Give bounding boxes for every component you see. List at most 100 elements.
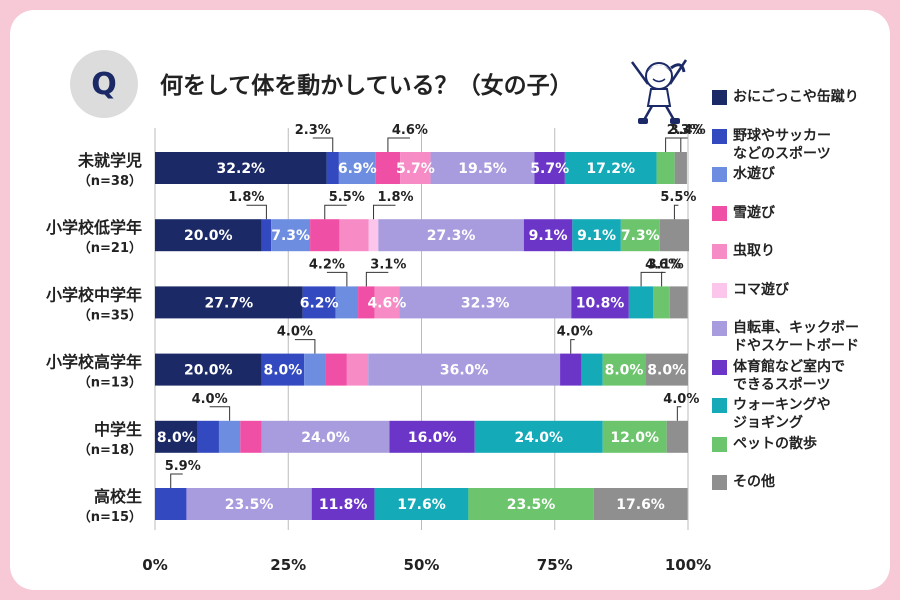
category-label: 未就学児 [77,151,142,170]
bar-segment [653,286,670,319]
bar-value-label: 5.7% [530,161,569,177]
callout-leader [326,271,348,287]
callout-label: 5.5% [329,190,365,205]
category-label: 高校生 [94,487,142,506]
bar-value-label: 8.0% [264,363,303,379]
callout-leader [170,473,183,488]
callout-label: 1.8% [228,190,264,205]
callout-label: 4.0% [277,325,313,340]
bar-value-label: 8.0% [647,363,686,379]
q-badge-letter: Q [91,66,117,102]
callout-leader [312,137,334,152]
callout-leader [640,271,664,287]
bar-segment [304,353,326,386]
bar-segment [261,420,390,453]
bar-segment [564,152,657,184]
bar-segment [338,152,376,184]
bar-value-label: 8.0% [157,430,196,446]
callout-label: 2.3% [295,123,331,138]
bar-segment [389,420,475,453]
callout-leader [294,339,316,354]
callout-label: 2.3% [667,123,703,138]
callout-label: 3.1% [648,257,684,272]
legend: おにごっこや缶蹴り野球やサッカー などのスポーツ 水遊び 雪遊び虫取りコマ遊び自転車… [712,88,892,512]
legend-swatch [712,128,727,144]
legend-label: 虫取り [733,243,775,259]
legend-swatch [712,321,727,336]
callout-label: 4.0% [192,392,228,407]
bar-segment [339,219,369,252]
legend-label: コマ遊び [733,281,789,298]
bar-segment [261,219,272,252]
bar-segment [523,219,573,252]
category-n-label: （n=38） [78,173,142,189]
bar-value-label: 17.6% [397,497,446,513]
callout-leader [387,137,410,152]
legend-swatch [712,244,727,259]
bar-segment [378,219,524,252]
legend-item: コマ遊び [712,281,892,320]
bar-value-label: 23.5% [225,497,274,513]
bar-value-label: 20.0% [184,363,233,379]
callout-label: 3.4% [670,123,706,138]
callout-leader [676,406,682,421]
bar-segment [399,286,572,319]
bar-segment [271,219,311,252]
callout-label: 4.6% [645,257,681,272]
legend-label: 自転車、キックボー ドやスケートボード [733,320,859,354]
bar-segment [155,353,262,386]
bar-segment [310,219,340,252]
bar-segment [593,488,688,520]
bar-segment [620,219,660,252]
bar-segment [368,353,561,386]
legend-item: 野球やサッカー などのスポーツ [712,127,892,166]
legend-label: 野球やサッカー などのスポーツ [733,127,831,162]
legend-item: 自転車、キックボー ドやスケートボード [712,319,892,358]
bar-value-label: 27.3% [427,228,476,244]
callout-label: 4.2% [309,257,345,272]
bar-segment [155,219,262,252]
legend-item: 虫取り [712,242,892,281]
bar-segment [155,420,198,453]
bar-value-label: 6.9% [338,161,377,177]
bar-segment [628,286,654,319]
bar-segment [474,420,603,453]
bar-segment [468,488,594,520]
callout-label: 5.5% [660,190,696,205]
legend-item: 体育館など室内で できるスポーツ [712,358,892,397]
category-label: 小学校中学年 [46,285,142,304]
callout-leader [680,137,685,152]
category-label: 小学校低学年 [46,218,142,237]
callout-label: 3.1% [370,257,406,272]
x-tick-label: 50% [404,556,440,574]
bar-segment [602,420,667,453]
legend-label: おにごっこや缶蹴り [733,89,859,105]
callout-label: 4.6% [392,123,428,138]
category-n-label: （n=13） [78,375,142,391]
legend-label: ウォーキングや ジョギング [733,397,831,431]
x-tick-label: 0% [142,556,167,574]
bar-value-label: 7.3% [621,228,660,244]
legend-label: 体育館など室内で できるスポーツ [733,358,845,393]
bar-segment [368,219,379,252]
callout-label: 4.0% [557,325,593,340]
category-n-label: （n=15） [78,509,142,525]
legend-item: 水遊び [712,165,892,204]
bar-segment [430,152,535,184]
legend-item: 雪遊び [712,204,892,243]
category-n-label: （n=18） [78,442,142,458]
legend-swatch [712,90,727,105]
bar-segment [311,488,375,520]
bar-value-label: 7.3% [271,228,310,244]
category-n-label: （n=21） [78,240,142,256]
legend-swatch [712,167,727,182]
x-tick-label: 75% [537,556,573,574]
bar-value-label: 24.0% [514,430,563,446]
legend-label: 雪遊び [733,204,775,221]
bar-value-label: 16.0% [408,430,457,446]
bar-value-label: 9.1% [529,228,568,244]
callout-label: 1.8% [377,190,413,205]
legend-swatch [712,436,727,452]
bar-segment [261,353,305,386]
bar-segment [302,286,336,319]
